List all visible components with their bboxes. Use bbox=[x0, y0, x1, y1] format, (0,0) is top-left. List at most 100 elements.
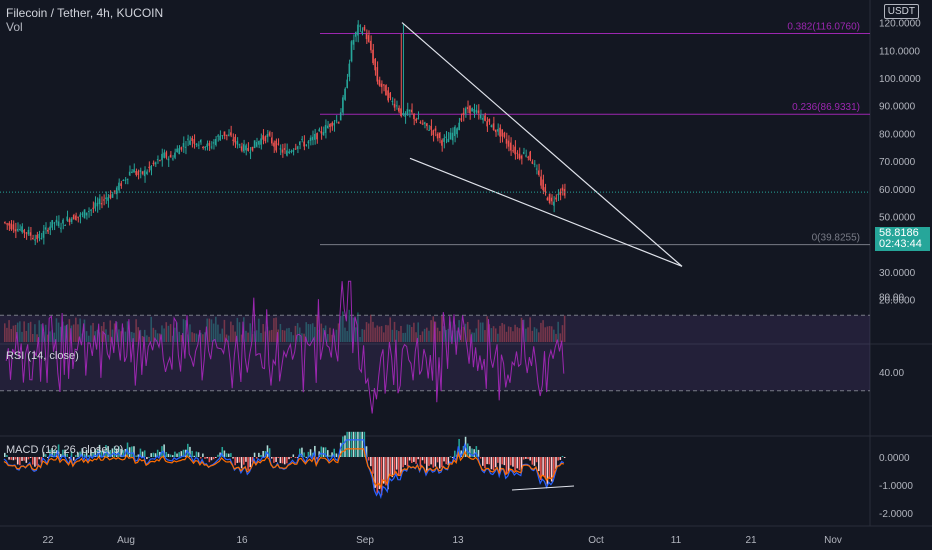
candle-body bbox=[68, 219, 71, 223]
macd-label[interactable]: MACD (12, 26, close, 9) bbox=[6, 444, 124, 456]
macd-trendline[interactable] bbox=[511, 485, 575, 491]
macd-histogram-bar bbox=[253, 452, 256, 457]
macd-histogram-bar bbox=[268, 448, 271, 457]
macd-tick-label: -2.0000 bbox=[879, 509, 913, 520]
volume-bar bbox=[337, 323, 340, 342]
macd-histogram-bar bbox=[352, 431, 355, 457]
macd-histogram-bar bbox=[482, 457, 484, 466]
volume-bar bbox=[443, 326, 445, 342]
macd-histogram-bar bbox=[62, 449, 64, 457]
macd-histogram-bar bbox=[430, 457, 432, 465]
macd-histogram-bar bbox=[557, 457, 559, 461]
macd-histogram-bar bbox=[477, 449, 480, 457]
volume-bar bbox=[234, 331, 236, 342]
macd-histogram-bar bbox=[255, 457, 258, 459]
macd-histogram-bar bbox=[548, 457, 551, 479]
candle-body bbox=[105, 197, 107, 199]
volume-bar bbox=[42, 331, 45, 342]
macd-histogram-bar bbox=[492, 457, 495, 471]
macd-histogram-bar bbox=[378, 457, 381, 490]
candle-body bbox=[87, 211, 90, 213]
macd-histogram-bar bbox=[331, 452, 333, 457]
candle-body bbox=[385, 85, 387, 96]
macd-histogram-bar bbox=[137, 454, 140, 457]
volume-bar bbox=[525, 328, 527, 342]
macd-histogram-bar bbox=[404, 457, 407, 465]
candle-body bbox=[494, 129, 497, 133]
macd-histogram-bar bbox=[16, 457, 19, 465]
macd-histogram-bar bbox=[25, 457, 28, 463]
candle-body bbox=[66, 216, 68, 221]
volume-bar bbox=[533, 327, 536, 342]
macd-histogram-bar bbox=[23, 457, 25, 461]
symbol-title[interactable]: Filecoin / Tether, 4h, KUCOIN bbox=[6, 6, 164, 20]
volume-bar bbox=[148, 336, 150, 342]
candle-body bbox=[389, 92, 391, 99]
macd-histogram-bar bbox=[217, 454, 219, 457]
volume-bar bbox=[227, 335, 230, 342]
candle-body bbox=[492, 123, 495, 130]
volume-bar bbox=[391, 329, 394, 342]
volume-bar bbox=[320, 323, 323, 342]
macd-histogram-bar bbox=[206, 457, 208, 459]
candle-body bbox=[126, 178, 129, 180]
volume-bar bbox=[402, 332, 404, 342]
wedge-lower-trendline[interactable] bbox=[409, 157, 683, 267]
volume-bar bbox=[94, 331, 96, 342]
volume-bar bbox=[359, 337, 361, 342]
candle-body bbox=[275, 140, 277, 151]
macd-histogram-bar bbox=[12, 457, 15, 461]
volume-bar bbox=[174, 327, 176, 342]
macd-histogram-bar bbox=[204, 457, 206, 459]
volume-bar bbox=[208, 318, 211, 342]
candle-body bbox=[490, 125, 493, 128]
candle-body bbox=[29, 232, 32, 236]
candle-body bbox=[307, 141, 310, 144]
volume-bar bbox=[342, 311, 344, 342]
candle-body bbox=[16, 228, 19, 231]
volume-bar bbox=[87, 335, 90, 342]
candle-body bbox=[324, 124, 327, 133]
candle-body bbox=[479, 114, 482, 119]
macd-histogram-bar bbox=[507, 457, 510, 472]
candle-body bbox=[326, 125, 329, 129]
candle-body bbox=[376, 67, 379, 82]
volume-bar bbox=[544, 327, 547, 342]
candle-body bbox=[42, 230, 45, 238]
candle-body bbox=[143, 170, 146, 177]
macd-histogram-bar bbox=[376, 457, 379, 494]
volume-bar bbox=[374, 327, 376, 342]
volume-bar bbox=[387, 325, 389, 342]
currency-badge[interactable]: USDT bbox=[883, 4, 919, 19]
candle-body bbox=[367, 35, 370, 42]
candle-body bbox=[279, 148, 282, 150]
fib-level-label: 0(39.8255) bbox=[812, 233, 860, 244]
candle-body bbox=[290, 151, 292, 153]
volume-bar bbox=[113, 323, 116, 342]
candle-body bbox=[391, 101, 394, 103]
candle-body bbox=[180, 147, 183, 150]
candle-body bbox=[514, 146, 516, 155]
fib-level-label: 0.382(116.0760) bbox=[787, 21, 860, 32]
volume-bar bbox=[331, 334, 333, 342]
macd-histogram-bar bbox=[6, 455, 8, 457]
macd-histogram-bar bbox=[238, 457, 241, 463]
wedge-upper-trendline[interactable] bbox=[401, 22, 683, 267]
candle-body bbox=[245, 145, 247, 151]
macd-histogram-bar bbox=[322, 447, 325, 457]
macd-histogram-bar bbox=[29, 457, 32, 458]
volume-bar bbox=[365, 322, 368, 342]
time-tick-label: Sep bbox=[356, 535, 374, 546]
macd-histogram-bar bbox=[148, 456, 150, 458]
candle-body bbox=[359, 25, 361, 27]
volume-bar bbox=[322, 328, 325, 342]
rsi-label[interactable]: RSI (14, close) bbox=[6, 350, 79, 362]
candle-body bbox=[27, 229, 30, 235]
volume-bar bbox=[124, 331, 127, 342]
macd-histogram-bar bbox=[434, 457, 437, 467]
candle-body bbox=[92, 207, 94, 209]
candle-body bbox=[460, 118, 463, 121]
candle-body bbox=[542, 179, 544, 191]
volume-bar bbox=[184, 320, 187, 342]
